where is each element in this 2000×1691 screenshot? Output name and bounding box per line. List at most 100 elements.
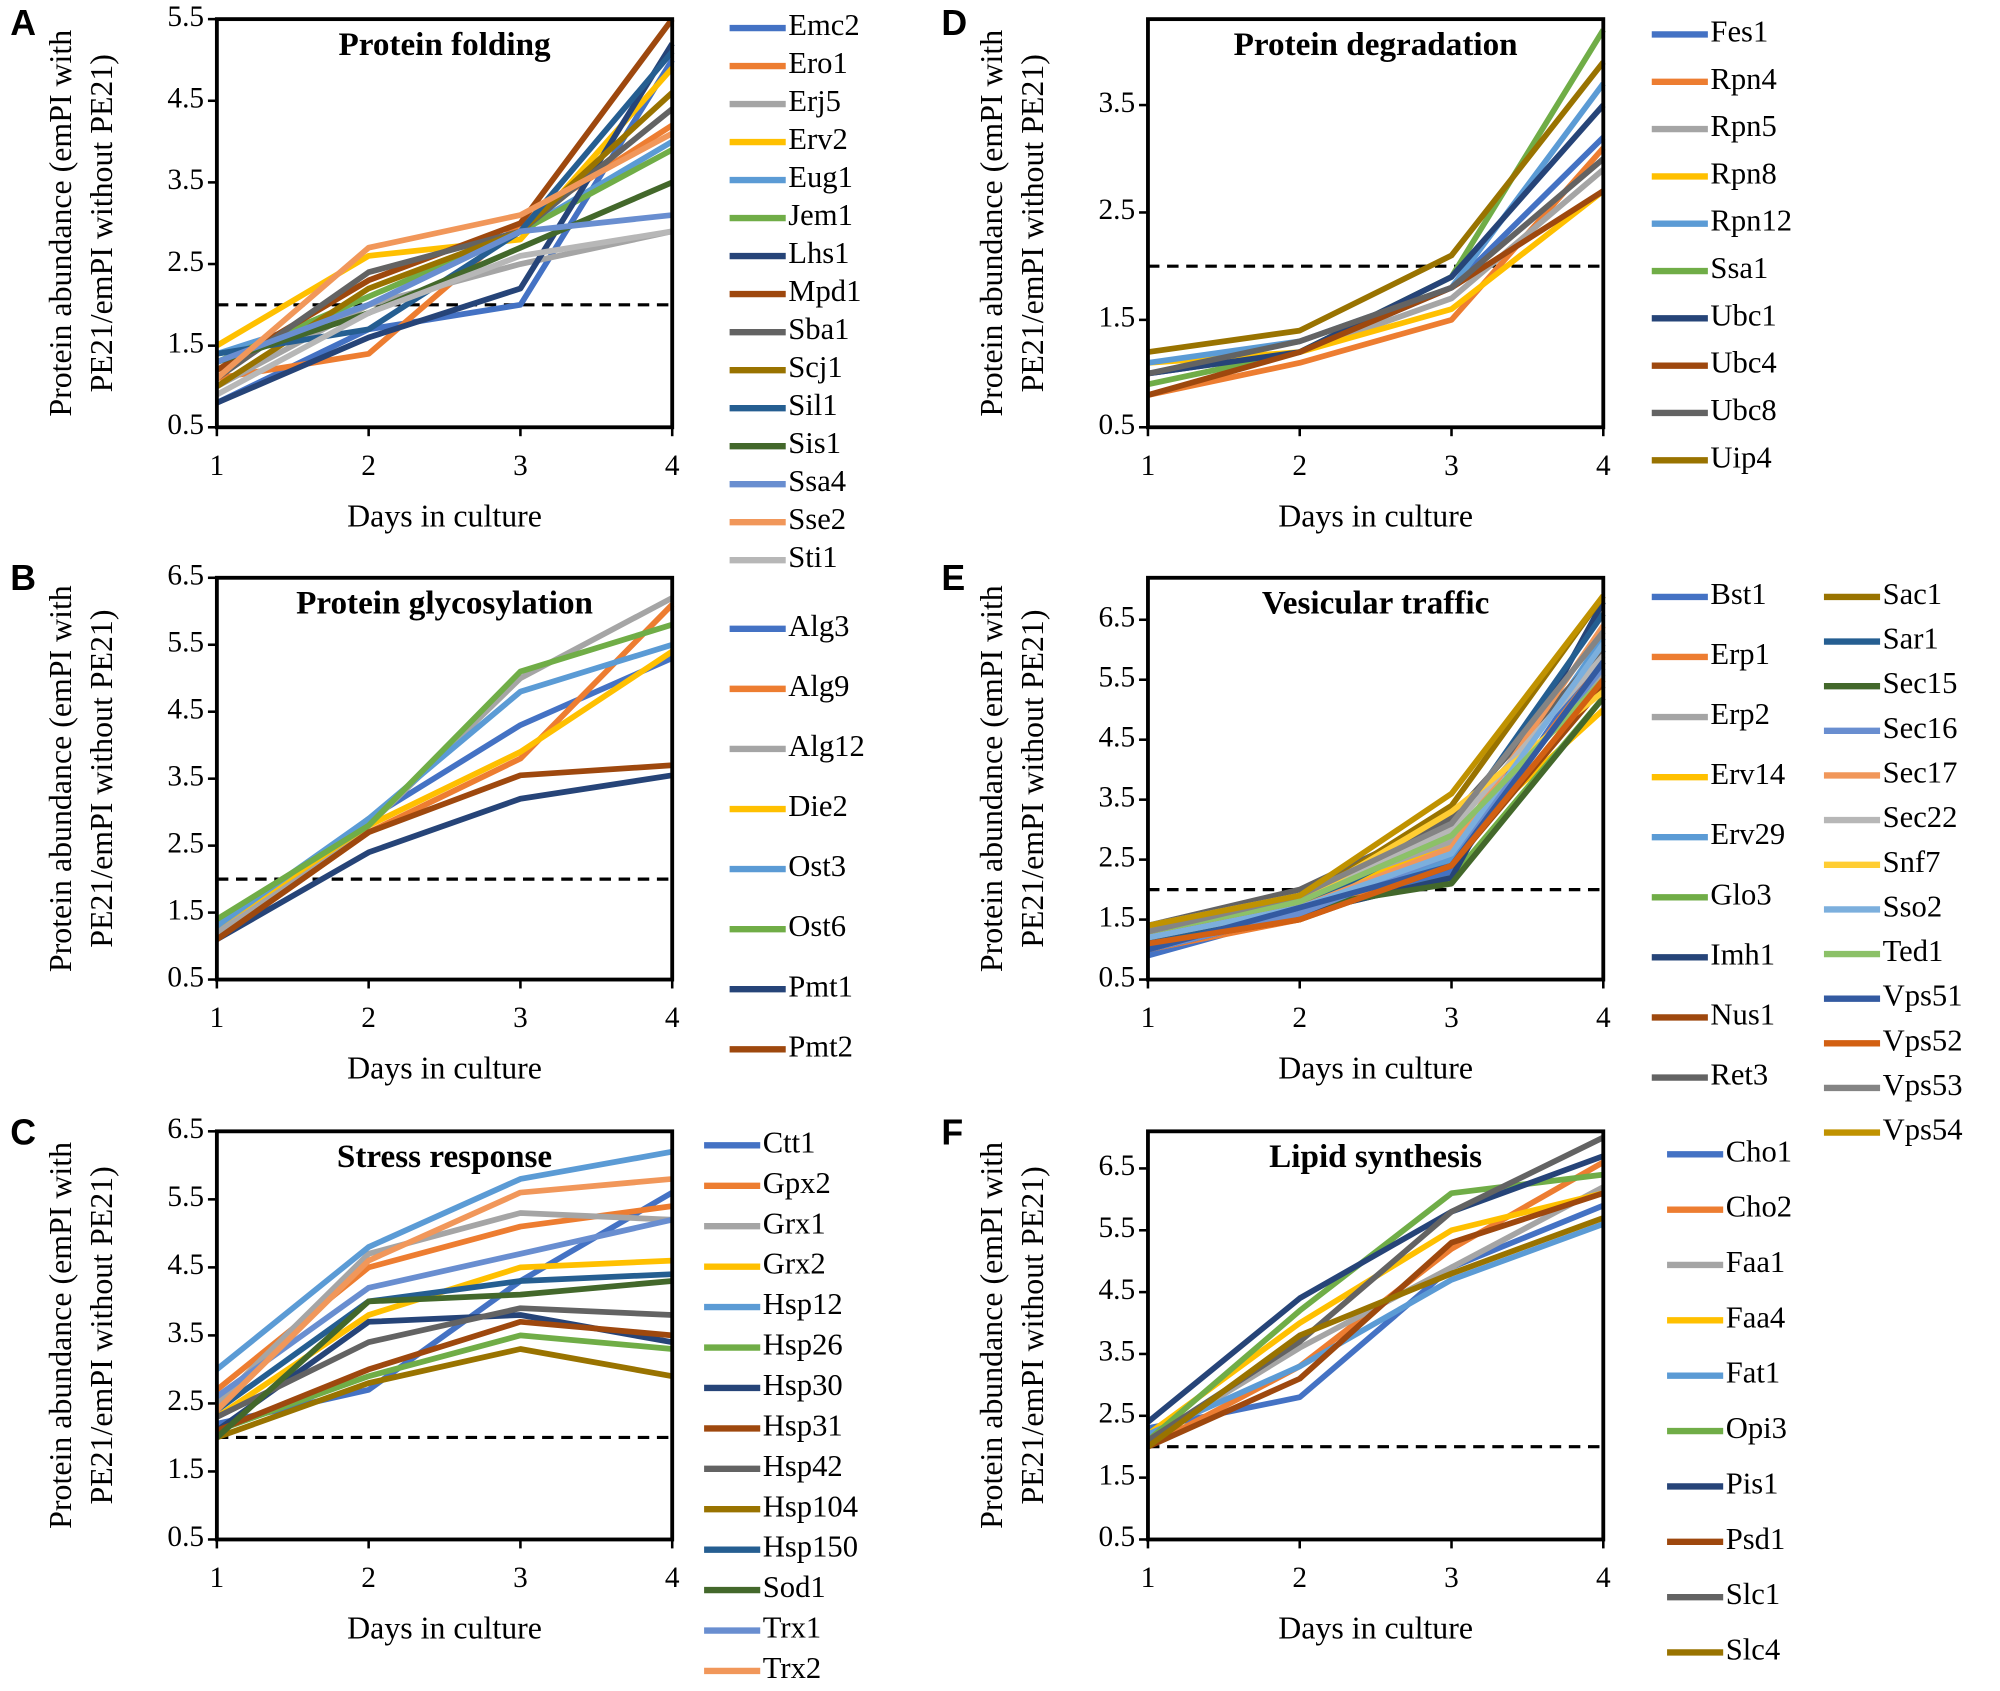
y-tick-label: 0.5 bbox=[167, 409, 204, 441]
legend-label: Erv29 bbox=[1710, 817, 1785, 851]
x-axis-label: Days in culture bbox=[347, 1611, 542, 1646]
legend-label: Hsp42 bbox=[763, 1449, 843, 1483]
plot-frame bbox=[1146, 17, 1606, 430]
series-line bbox=[215, 621, 674, 922]
legend-label: Uip4 bbox=[1710, 440, 1771, 474]
y-tick-label: 6.5 bbox=[167, 560, 204, 592]
legend-label: Hsp150 bbox=[763, 1530, 858, 1564]
y-tick-label: 3.5 bbox=[167, 164, 204, 196]
legend-label: Trx2 bbox=[763, 1651, 821, 1685]
y-tick-label: 2.5 bbox=[1099, 841, 1136, 873]
legend-label: Ssa4 bbox=[788, 464, 846, 498]
y-tick-label: 1.5 bbox=[1099, 1459, 1136, 1491]
y-tick-label: 4.5 bbox=[1099, 1274, 1136, 1306]
series-line bbox=[215, 772, 673, 942]
legend-label: Eug1 bbox=[788, 160, 853, 194]
legend-label: Ost6 bbox=[788, 909, 846, 943]
x-tick-label: 4 bbox=[1596, 1002, 1611, 1034]
x-tick-label: 1 bbox=[1141, 1002, 1156, 1034]
y-tick-label: 0.5 bbox=[167, 1521, 204, 1553]
series-line bbox=[215, 762, 673, 942]
legend-label: Jem1 bbox=[788, 198, 853, 232]
legend-label: Hsp26 bbox=[763, 1328, 843, 1362]
legend-label: Alg12 bbox=[788, 729, 865, 763]
legend-label: Sba1 bbox=[788, 312, 849, 346]
series-line bbox=[1147, 642, 1606, 941]
y-axis-label: Protein abundance (emPI with bbox=[43, 1142, 78, 1529]
y-tick-label: 2.5 bbox=[1099, 1398, 1136, 1430]
series-line bbox=[215, 106, 675, 381]
y-axis-label: PE21/emPI without PE21) bbox=[1015, 54, 1050, 392]
x-tick-label: 1 bbox=[1141, 450, 1156, 482]
legend-label: Erp2 bbox=[1710, 697, 1770, 731]
legend-label: Erj5 bbox=[788, 84, 841, 118]
legend-label: Rpn12 bbox=[1710, 204, 1792, 238]
legend-label: Grx1 bbox=[763, 1206, 826, 1240]
chart-title: Stress response bbox=[337, 1138, 552, 1175]
legend-label: Sod1 bbox=[763, 1570, 826, 1604]
series-line bbox=[1147, 677, 1606, 935]
plot-frame bbox=[214, 575, 675, 982]
y-tick-label: 3.5 bbox=[1099, 781, 1136, 813]
legend-label: Imh1 bbox=[1710, 937, 1775, 971]
legend-label: Ubc8 bbox=[1710, 393, 1776, 427]
x-tick-label: 2 bbox=[361, 1562, 376, 1594]
panel-label: D bbox=[941, 3, 967, 43]
y-tick-label: 5.5 bbox=[167, 626, 204, 658]
y-tick-label: 1.5 bbox=[167, 327, 204, 359]
y-axis-label: Protein abundance (emPI with bbox=[974, 1142, 1009, 1529]
x-tick-label: 1 bbox=[210, 450, 225, 482]
legend-label: Psd1 bbox=[1726, 1522, 1786, 1556]
y-tick-label: 3.5 bbox=[167, 760, 204, 792]
y-tick-label: 3.5 bbox=[167, 1317, 204, 1349]
x-tick-label: 4 bbox=[1596, 1562, 1611, 1594]
legend-label: Ctt1 bbox=[763, 1125, 816, 1159]
legend-label: Gpx2 bbox=[763, 1166, 831, 1200]
y-axis-label: Protein abundance (emPI with bbox=[43, 30, 78, 417]
y-tick-label: 2.5 bbox=[167, 827, 204, 859]
legend-label: Alg3 bbox=[788, 609, 849, 643]
chart-title: Protein glycosylation bbox=[296, 584, 593, 621]
series-line bbox=[215, 1305, 673, 1420]
plot-frame bbox=[214, 1129, 675, 1542]
y-tick-label: 6.5 bbox=[167, 1113, 204, 1145]
series-line bbox=[215, 179, 674, 365]
legend-label: Snf7 bbox=[1883, 845, 1941, 879]
y-tick-label: 1.5 bbox=[167, 1453, 204, 1485]
legend-label: Vps53 bbox=[1883, 1068, 1963, 1102]
series-line bbox=[215, 228, 673, 398]
legend-label: Vps51 bbox=[1883, 979, 1963, 1013]
x-axis-label: Days in culture bbox=[347, 1051, 542, 1086]
x-tick-label: 3 bbox=[1444, 1002, 1459, 1034]
y-tick-label: 4.5 bbox=[1099, 721, 1136, 753]
x-tick-label: 3 bbox=[513, 1562, 528, 1594]
y-axis-label: Protein abundance (emPI with bbox=[974, 585, 1009, 972]
chart-title: Protein folding bbox=[338, 26, 551, 63]
legend-label: Sse2 bbox=[788, 502, 846, 536]
legend-label: Pmt2 bbox=[788, 1029, 853, 1063]
legend-label: Hsp30 bbox=[763, 1368, 843, 1402]
legend-label: Fat1 bbox=[1726, 1356, 1780, 1390]
panel-label: F bbox=[941, 1113, 963, 1153]
series-line bbox=[215, 1332, 673, 1434]
legend-label: Rpn5 bbox=[1710, 109, 1776, 143]
legend-label: Glo3 bbox=[1710, 877, 1771, 911]
legend-label: Sar1 bbox=[1883, 622, 1939, 656]
y-axis-label: Protein abundance (emPI with bbox=[43, 585, 78, 972]
series-line bbox=[215, 1148, 673, 1372]
series-line bbox=[1146, 1153, 1605, 1425]
legend-label: Sti1 bbox=[788, 540, 837, 574]
legend-label: Mpd1 bbox=[788, 274, 861, 308]
series-line bbox=[215, 42, 675, 406]
x-axis-label: Days in culture bbox=[1278, 1611, 1473, 1646]
legend-label: Vps52 bbox=[1883, 1023, 1963, 1057]
legend-label: Vps54 bbox=[1883, 1113, 1963, 1147]
y-axis-label: PE21/emPI without PE21) bbox=[1015, 610, 1050, 948]
x-tick-label: 1 bbox=[210, 1562, 225, 1594]
plot-frame bbox=[1146, 575, 1606, 982]
x-tick-label: 3 bbox=[1444, 450, 1459, 482]
y-tick-label: 3.5 bbox=[1099, 87, 1136, 119]
legend-label: Rpn8 bbox=[1710, 156, 1776, 190]
x-axis-label: Days in culture bbox=[1278, 1051, 1473, 1086]
y-tick-label: 1.5 bbox=[1099, 302, 1136, 334]
